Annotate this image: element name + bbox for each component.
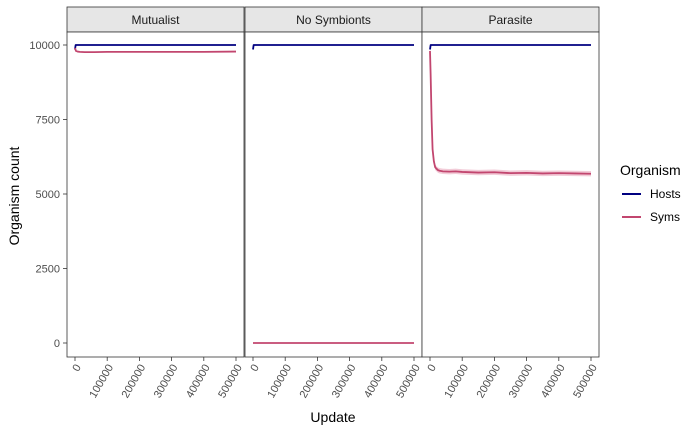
legend-title: Organism [620,162,681,178]
x-tick-label: 100000 [87,362,116,400]
x-tick-label: 100000 [265,362,294,400]
x-tick-label: 400000 [539,362,568,400]
panel-3: Parasite 0 100000 200000 300000 400000 500000 [421,6,600,400]
x-tick-label: 100000 [442,362,471,400]
panel-strip-label: Parasite [488,13,532,27]
panel-strip-label: No Symbionts [296,13,371,27]
legend-label-syms: Syms [650,210,680,224]
x-tick-label: 500000 [216,362,245,400]
x-tick-label: 0 [425,362,438,373]
y-tick-label: 5000 [36,189,60,201]
x-tick-label: 200000 [475,362,504,400]
x-tick-label: 400000 [184,362,213,400]
legend-label-hosts: Hosts [650,187,681,201]
y-axis-title: Organism count [6,146,22,245]
y-axis: 0 2500 5000 7500 10000 [29,40,67,350]
panel-1: Mutualist 0 100000 200000 300000 400000 500000 [66,6,245,400]
panel-strip [66,6,245,33]
series-line-syms [429,50,592,175]
x-tick-label: 300000 [507,362,536,400]
x-tick-label: 0 [70,362,83,373]
legend: Organism Hosts Syms [620,162,681,224]
panel-plot-area [66,31,245,358]
panel-plot-area [244,31,423,358]
series-line-syms [74,47,237,54]
y-tick-label: 10000 [29,40,60,52]
x-tick-label: 300000 [330,362,359,400]
x-tick-label: 200000 [298,362,327,400]
panel-2: No Symbionts 0 100000 200000 300000 400000 500… [244,6,423,400]
panel-plot-area [421,31,600,358]
x-tick-label: 500000 [394,362,423,400]
x-tick-label: 400000 [362,362,391,400]
y-tick-label: 0 [54,338,60,350]
x-tick-label: 0 [248,362,261,373]
panel-strip-label: Mutualist [131,13,180,27]
x-tick-label: 200000 [120,362,149,400]
y-tick-label: 2500 [36,264,60,276]
series-line-hosts [252,44,414,50]
y-tick-label: 7500 [36,115,60,127]
x-tick-label: 300000 [152,362,181,400]
series-line-hosts [74,44,236,50]
x-axis-title: Update [310,409,355,425]
x-tick-label: 500000 [571,362,600,400]
series-line-hosts [429,44,591,50]
